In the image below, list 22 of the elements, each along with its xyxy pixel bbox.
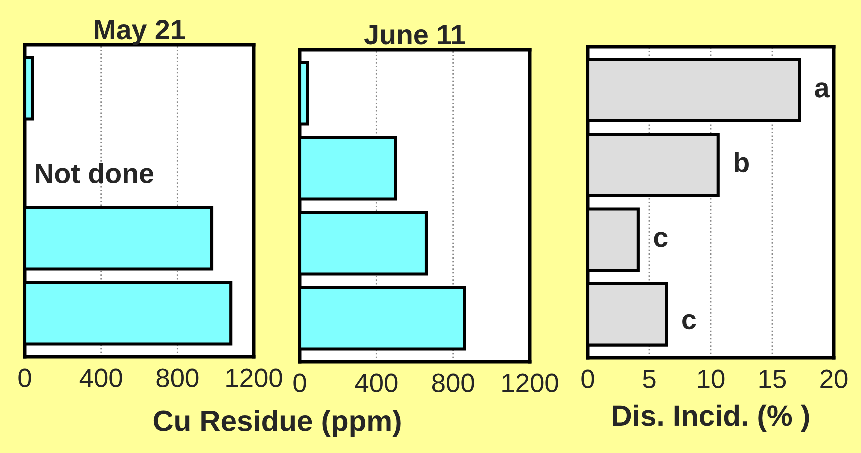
x-tick-label: 1200 (226, 368, 282, 388)
chart-title: May 21 (95, 20, 186, 46)
x-axis-title: Cu Residue (ppm) (154, 410, 401, 438)
x-tick-label: 0 (18, 368, 32, 388)
data-label: c (654, 232, 668, 248)
annotation: Not done (36, 163, 154, 184)
x-tick-label: 400 (355, 374, 398, 392)
x-tick-label: 800 (156, 368, 199, 388)
x-axis-title: Dis. Incid. (% ) (613, 404, 810, 432)
x-tick-label: 0 (294, 374, 306, 392)
x-tick-label: 400 (80, 368, 122, 388)
data-label: c (682, 314, 696, 330)
x-tick-label: 15 (760, 370, 786, 388)
data-label: a (815, 82, 830, 98)
x-tick-label: 1200 (502, 374, 558, 392)
x-tick-label: 5 (643, 370, 656, 388)
x-tick-label: 0 (582, 370, 594, 388)
x-tick-label: 10 (698, 370, 725, 388)
chart-title: June 11 (364, 25, 466, 45)
data-label: b (734, 152, 749, 173)
x-tick-label: 20 (820, 370, 848, 388)
x-tick-label: 800 (432, 374, 474, 392)
